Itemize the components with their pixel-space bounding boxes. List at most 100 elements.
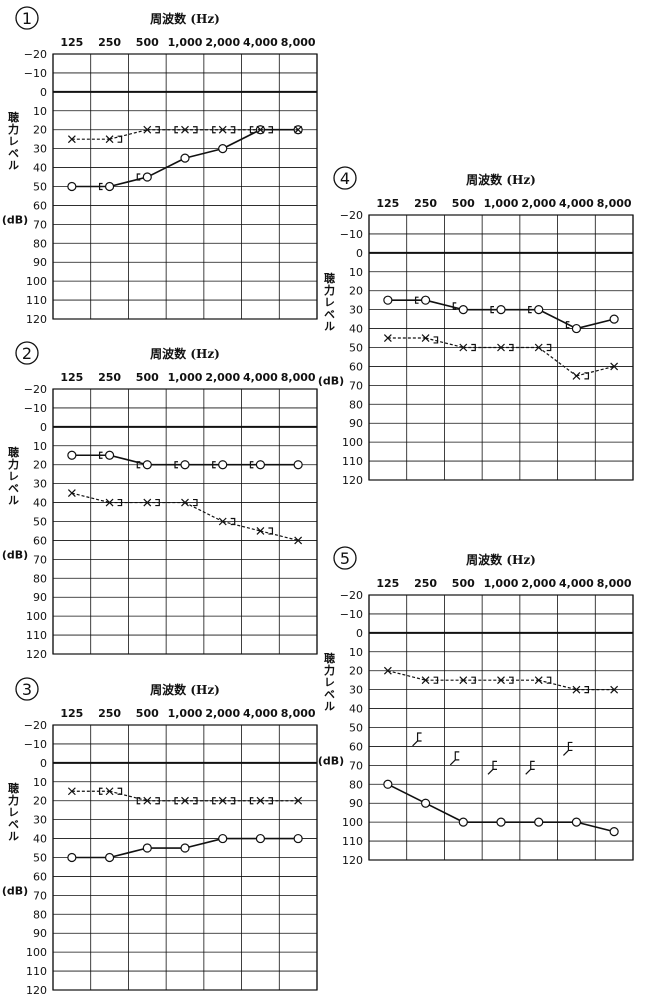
y-tick-label: 20 [349, 285, 363, 298]
bone-bracket-marker [567, 741, 573, 752]
plot-frame [52, 724, 318, 991]
circle-marker [104, 852, 115, 863]
bone-bracket-marker [509, 343, 514, 352]
series-line-segment [538, 679, 577, 691]
circle-marker [534, 817, 544, 827]
series-line-segment [538, 308, 577, 330]
y-tick-label: 50 [33, 516, 47, 529]
bone-bracket-marker [212, 126, 216, 134]
chart-number-badge [15, 6, 39, 30]
y-tick-label: 20 [33, 459, 47, 472]
chart-title: 周波数 (Hz) [150, 346, 220, 361]
x-marker [610, 362, 619, 371]
series-left-ear [67, 489, 303, 545]
circle-marker [458, 817, 468, 827]
x-tick-label: 1,000 [168, 707, 203, 720]
circle-marker [496, 817, 506, 827]
y-tick-label: 80 [33, 237, 47, 250]
y-tick-label: 90 [349, 417, 363, 430]
audiogram-2: 2 周波数 (Hz)125 250 500 1,000 2,000 4,000 8,000−2… [2, 341, 318, 661]
circle-marker [293, 833, 303, 844]
chart-number-label: 2 [22, 344, 32, 363]
x-tick-label: 250 [414, 577, 437, 590]
x-tick-label: 500 [136, 371, 159, 384]
bone-bracket-marker [249, 797, 254, 805]
bone-bracket-marker [174, 126, 178, 134]
bone-conduction-right [433, 676, 590, 694]
bone-bracket-marker [230, 797, 236, 805]
x-marker [218, 125, 227, 134]
y-tick-label: 90 [33, 927, 47, 940]
circle-marker [67, 450, 77, 460]
series-right-ear [67, 833, 303, 863]
bone-bracket-marker [490, 306, 494, 314]
series-line-segment [222, 520, 261, 532]
x-marker [218, 517, 227, 526]
bone-bracket-marker [193, 797, 198, 805]
series-right-ear [383, 295, 619, 334]
y-tick-label: 50 [33, 852, 47, 865]
y-tick-label: 70 [33, 553, 47, 566]
bone-bracket-marker [155, 498, 160, 507]
y-tick-label: 10 [349, 266, 363, 279]
y-tick-label: 120 [26, 648, 47, 661]
y-tick-label: 100 [342, 436, 363, 449]
chart-title: 周波数 (Hz) [466, 172, 536, 187]
y-tick-label: 20 [349, 665, 363, 678]
x-tick-label: 2,000 [205, 371, 240, 384]
chart-number-badge [15, 341, 39, 365]
y-tick-label: 120 [26, 313, 47, 326]
x-tick-label: 8,000 [281, 371, 316, 384]
bone-conduction-left [98, 451, 254, 469]
y-tick-label: 0 [356, 247, 363, 260]
bone-bracket-marker [174, 797, 178, 805]
circle-marker [67, 181, 77, 192]
bone-bracket-marker [230, 517, 236, 526]
bone-conduction-left [98, 787, 254, 805]
y-tick-label: 40 [33, 833, 47, 846]
y-tick-label: 60 [33, 534, 47, 547]
circle-marker [218, 144, 228, 154]
scaleout-arrow [563, 750, 569, 756]
y-tick-label: 50 [33, 181, 47, 194]
x-marker [534, 676, 543, 685]
circle-marker [420, 798, 431, 808]
y-tick-label: 50 [349, 342, 363, 355]
x-tick-label: 8,000 [281, 707, 316, 720]
x-marker [143, 796, 152, 805]
bone-bracket-marker [136, 173, 141, 181]
y-tick-label: 110 [342, 835, 363, 848]
x-tick-label: 125 [376, 197, 399, 210]
y-tick-label: 90 [349, 797, 363, 810]
bone-bracket-marker [454, 751, 460, 761]
bone-conduction-right [117, 787, 274, 805]
chart-number-label: 5 [340, 549, 350, 568]
chart-number-badge [333, 166, 357, 190]
circle-marker [255, 833, 266, 844]
series-line-segment [109, 129, 148, 140]
x-marker [181, 498, 189, 507]
y-tick-label: 40 [349, 703, 363, 716]
x-marker [534, 343, 543, 352]
y-tick-label: 40 [33, 497, 47, 510]
audiogram-4: 4 周波数 (Hz)125 250 500 1,000 2,000 4,000 8,000−2… [318, 166, 634, 487]
circle-marker [67, 852, 77, 863]
x-tick-label: 250 [98, 371, 121, 384]
circle-marker [218, 460, 228, 470]
series-line-segment [109, 847, 148, 859]
series-line-segment [387, 783, 426, 804]
y-tick-label: 70 [33, 218, 47, 231]
bone-bracket-marker [565, 321, 570, 329]
x-marker [421, 334, 430, 342]
series-left-ear [383, 334, 619, 380]
bone-bracket-marker [268, 797, 274, 805]
circle-marker [534, 305, 544, 315]
plot-frame [368, 214, 634, 481]
bone-bracket-marker [433, 676, 439, 684]
y-tick-label: 30 [349, 304, 363, 317]
x-tick-label: 8,000 [597, 197, 632, 210]
y-tick-label: 50 [349, 722, 363, 735]
x-marker [143, 498, 152, 507]
y-tick-label: 70 [349, 379, 363, 392]
x-marker [256, 125, 265, 134]
